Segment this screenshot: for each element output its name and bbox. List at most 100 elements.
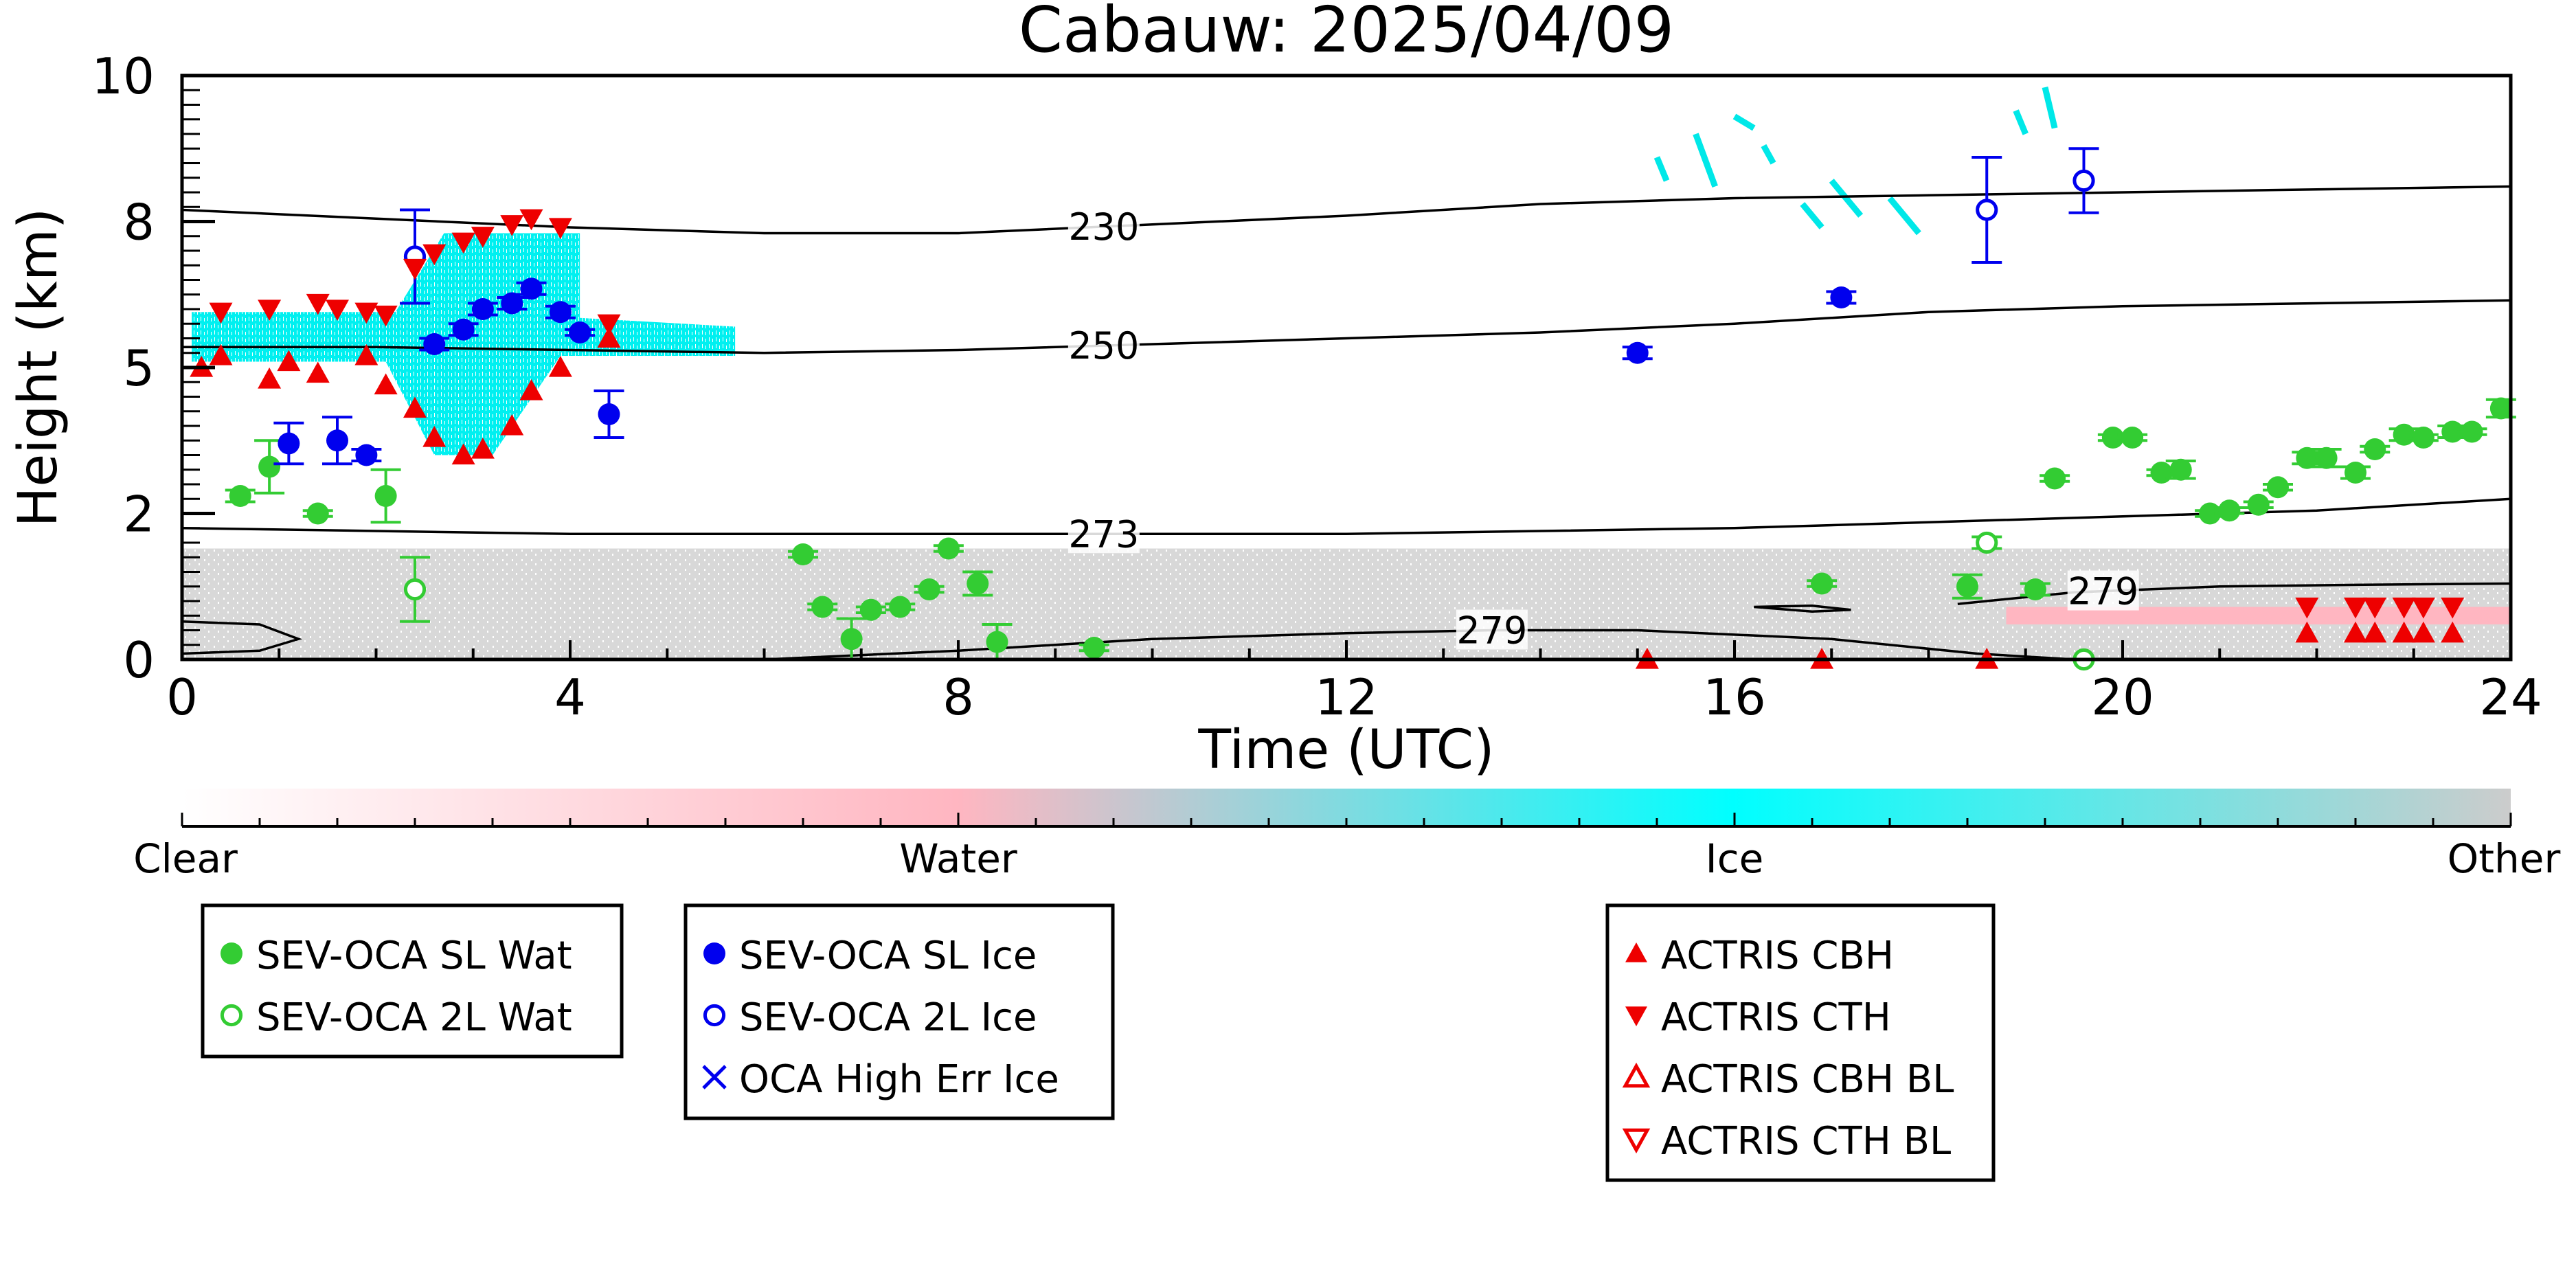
actris-cbh-point — [2441, 621, 2465, 643]
legend-marker — [1622, 1062, 1651, 1088]
sev-oca-sl-wat-point — [1811, 572, 1833, 595]
sev-oca-sl-wat-point — [967, 572, 989, 595]
contour-label-bg — [1456, 609, 1528, 650]
legend-box — [201, 903, 624, 1059]
colorbar-label-ice: Ice — [1706, 835, 1764, 882]
contour-line — [181, 185, 2511, 235]
ice-streak — [2042, 86, 2058, 129]
contour-line — [181, 497, 2511, 535]
sev-oca-sl-wat-point — [2441, 420, 2464, 443]
sev-oca-sl-wat-point — [792, 543, 814, 565]
legend-marker — [1625, 1006, 1647, 1026]
actris-cth-point — [374, 305, 398, 327]
sev-oca-sl-wat-point — [306, 502, 329, 525]
legend-box — [1605, 903, 1996, 1182]
contour-line — [182, 299, 2511, 354]
actris-cbh-point — [277, 350, 301, 372]
sev-oca-sl-wat-point — [1083, 637, 1105, 659]
sev-oca-sl-wat-point — [918, 578, 940, 600]
plot-background — [182, 86, 2511, 659]
y-tick-label: 10 — [91, 47, 155, 105]
x-tick-label: 12 — [1315, 668, 1378, 726]
sev-oca-sl-ice-point — [520, 278, 543, 300]
sev-oca-sl-wat-point — [2121, 427, 2144, 449]
legend-group-3: ACTRIS CBH ACTRIS CTH ACTRIS CBH BL ACTRIS … — [1605, 903, 1996, 1182]
sev-oca-sl-wat-point — [937, 537, 960, 560]
contour-label-bg — [1067, 205, 1140, 246]
colorbar-ticks — [181, 813, 2512, 826]
actris-cbh-point — [354, 344, 379, 365]
sev-oca-sl-wat-point — [2267, 476, 2289, 499]
sev-oca-sl-ice-point — [355, 444, 378, 466]
legends: SEV-OCA SL Wat SEV-OCA 2L Wat SEV-OCA SL I… — [201, 903, 1996, 1182]
sev-oca-sl-wat-point — [2489, 397, 2512, 420]
sev-oca-sl-ice-point — [326, 429, 348, 452]
sev-oca-sl-wat-point — [2150, 462, 2173, 484]
ice-streak — [1693, 133, 1718, 188]
sev-oca-sl-wat-point — [889, 596, 912, 618]
actris-cth-point — [548, 218, 572, 239]
sev-oca-2l-wat-point — [1976, 531, 1998, 554]
ice-streak — [1653, 156, 1670, 182]
contour-label-bg — [2067, 570, 2139, 611]
legend-marker — [1625, 942, 1647, 962]
y-tick-label: 5 — [123, 339, 155, 397]
y-axis-label: Height (km) — [8, 208, 69, 528]
axes: 0 4 8 12 16 20 24 0 2 5 8 10 — [91, 47, 2542, 726]
sev-oca-sl-ice-point — [549, 301, 572, 324]
contour-label: 250 — [1068, 324, 1139, 368]
sev-oca-sl-ice-point — [501, 292, 523, 315]
actris-cth-point — [2441, 597, 2465, 619]
actris-cth-point — [2344, 597, 2367, 619]
actris-cbh-point — [471, 438, 495, 459]
actris-cbh-point — [500, 414, 524, 436]
x-tick-label: 20 — [2091, 668, 2154, 726]
x-axis-label: Time (UTC) — [1197, 719, 1494, 781]
sev-oca-sl-wat-point — [2364, 438, 2386, 460]
actris-cbh-point — [2392, 621, 2416, 643]
actris-cth-point — [471, 227, 495, 248]
y-tick-label: 2 — [123, 486, 155, 543]
legend-label: ACTRIS CTH BL — [1661, 1119, 1951, 1164]
colorbar: Clear Water Ice Other — [133, 789, 2560, 882]
ice-streak — [1887, 196, 1921, 236]
actris-cth-point — [2295, 597, 2319, 619]
actris-cbh-point — [2363, 621, 2387, 643]
actris-cth-point — [354, 302, 379, 324]
actris-cbh-point — [519, 379, 543, 400]
data-markers — [190, 147, 2516, 671]
legend-label: SEV-OCA SL Ice — [739, 934, 1037, 978]
sev-oca-2l-wat-point — [403, 578, 427, 601]
colorbar-labels: Clear Water Ice Other — [133, 835, 2560, 882]
sev-oca-2l-ice-point — [1976, 199, 1998, 221]
sev-oca-sl-wat-point — [258, 455, 281, 478]
sev-oca-sl-ice-point — [569, 321, 591, 343]
sev-oca-sl-ice-point — [1830, 286, 1853, 308]
y-tick-label: 0 — [123, 631, 155, 689]
actris-cth-point — [597, 314, 621, 336]
sev-oca-sl-wat-point — [859, 598, 882, 621]
actris-cth-point — [306, 293, 330, 315]
x-tick-label: 0 — [166, 668, 198, 726]
chart-title: Cabauw: 2025/04/09 — [1019, 0, 1674, 67]
actris-cth-point — [2392, 597, 2416, 619]
legend-marker — [702, 1065, 727, 1089]
legend-marker — [1622, 1128, 1651, 1154]
actris-cth-point — [2363, 597, 2387, 619]
x-tick-label: 16 — [1703, 668, 1766, 726]
actris-cth-point — [519, 209, 543, 231]
contour-label: 279 — [1456, 609, 1527, 653]
actris-cth-point — [2411, 597, 2435, 619]
legend-label: SEV-OCA SL Wat — [256, 934, 572, 978]
actris-cbh-point — [451, 443, 475, 465]
contour-label-bg — [1067, 325, 1140, 365]
legend-label: SEV-OCA 2L Wat — [256, 995, 572, 1040]
actris-cbh-point — [374, 373, 398, 395]
sev-oca-sl-wat-point — [2044, 467, 2066, 490]
legend-group-1: SEV-OCA SL Wat SEV-OCA 2L Wat — [201, 903, 624, 1059]
y-tick-label: 8 — [123, 194, 155, 251]
sev-oca-sl-wat-point — [2412, 427, 2434, 449]
actris-cth-point — [326, 300, 349, 321]
sev-oca-2l-ice-point — [2072, 169, 2095, 192]
